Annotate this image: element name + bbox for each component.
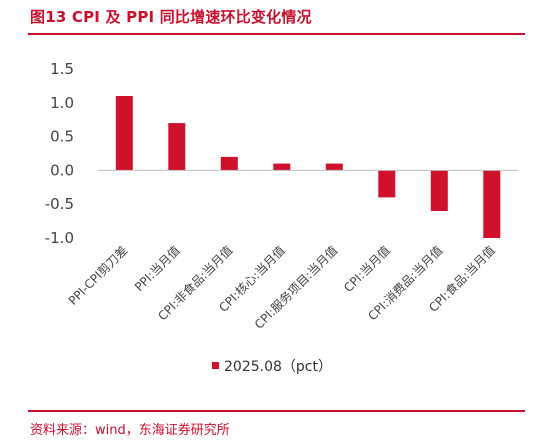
y-axis-ticks: 1.5 1.0 0.5 0.0 -0.5 -1.0 (45, 60, 74, 247)
y-tick-label: -0.5 (45, 195, 74, 213)
x-category-label: CPI:当月值 (340, 243, 392, 295)
y-tick-label: 1.0 (50, 94, 74, 112)
x-axis-labels: PPI-CPI剪刀差 PPI:当月值CPI:非食品:当月值CPI:核心:当月值CP… (65, 243, 498, 332)
bars (115, 96, 501, 238)
bar (430, 170, 448, 211)
legend: 2025.08（pct） (212, 359, 332, 375)
y-tick-label: 0.0 (50, 161, 74, 179)
source-note: 资料来源：wind，东海证券研究所 (30, 423, 230, 438)
y-tick-label: -1.0 (45, 229, 74, 247)
bar (220, 156, 238, 171)
bar (168, 123, 186, 171)
legend-label: 2025.08（pct） (224, 359, 332, 375)
bar (325, 163, 343, 171)
bar (115, 96, 133, 171)
x-category-label: PPI-CPI剪刀差 (65, 243, 130, 308)
y-tick-label: 0.5 (50, 128, 74, 146)
title-underline (28, 33, 525, 35)
bar (483, 170, 501, 238)
bar (273, 163, 291, 171)
y-tick-label: 1.5 (50, 60, 74, 78)
figure-title: 图13 CPI 及 PPI 同比增速环比变化情况 (30, 8, 312, 26)
legend-swatch (212, 362, 219, 369)
bar (378, 170, 396, 198)
x-category-label: PPI:当月值 (131, 243, 183, 295)
source-divider (28, 410, 525, 412)
